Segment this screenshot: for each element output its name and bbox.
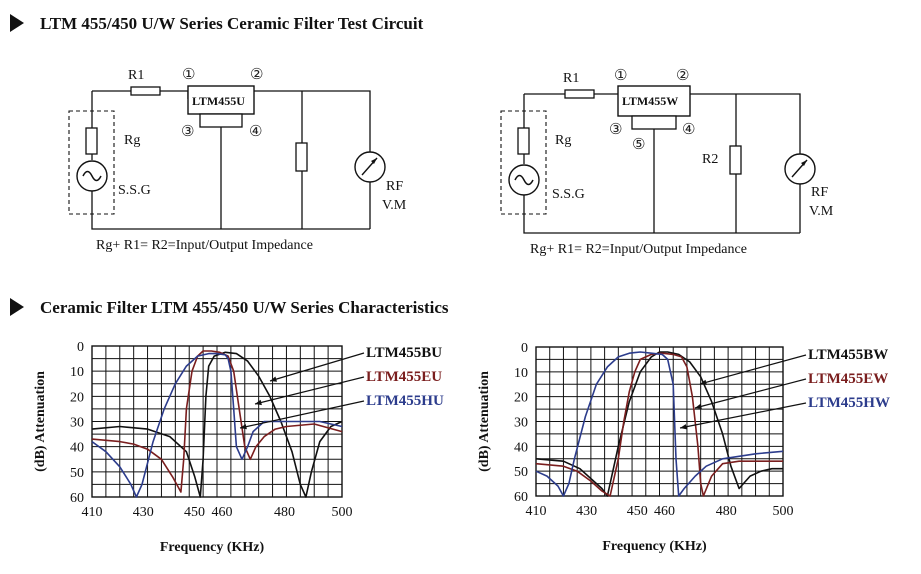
x-tick-label: 460 bbox=[212, 505, 233, 520]
y-tick-label: 20 bbox=[514, 391, 528, 406]
y-tick-label: 40 bbox=[70, 441, 84, 456]
x-axis-label: Frequency (KHz) bbox=[602, 539, 707, 554]
rg-label-w: Rg bbox=[555, 133, 571, 148]
x-tick-label: 410 bbox=[526, 504, 547, 519]
vm-label: V.M bbox=[382, 198, 407, 213]
pin-2-label-w: ② bbox=[676, 66, 689, 84]
pin-1-label: ① bbox=[182, 65, 195, 83]
pin-5-label-w: ⑤ bbox=[632, 135, 645, 153]
r1-label-w: R1 bbox=[563, 71, 579, 86]
annotation-arrow bbox=[699, 354, 807, 385]
y-tick-label: 10 bbox=[514, 366, 528, 381]
rf-label: RF bbox=[386, 179, 403, 194]
r2-resistor-symbol-w bbox=[729, 145, 742, 175]
annotation-arrow bbox=[694, 378, 807, 409]
series-annotation-label: LTM455BW bbox=[808, 347, 888, 363]
series-annotation-label: LTM455HW bbox=[808, 395, 890, 411]
impedance-equation: Rg+ R1= R2=Input/Output Impedance bbox=[96, 238, 313, 253]
pin-3-label: ③ bbox=[181, 122, 194, 140]
y-axis-label: (dB) Attenuation bbox=[33, 371, 48, 472]
x-tick-label: 430 bbox=[133, 505, 154, 520]
ltm455w-filter-box bbox=[617, 85, 691, 117]
series-annotation-label: LTM455BU bbox=[366, 345, 442, 361]
rg-resistor-symbol bbox=[85, 127, 98, 155]
x-tick-label: 480 bbox=[716, 504, 737, 519]
pin-2-label: ② bbox=[250, 65, 263, 83]
ssg-label: S.S.G bbox=[118, 183, 151, 198]
section-bullet-icon bbox=[10, 14, 24, 32]
arrowhead-icon bbox=[695, 403, 702, 409]
rf-voltmeter-icon bbox=[354, 151, 386, 183]
y-tick-label: 30 bbox=[70, 416, 84, 431]
y-tick-label: 60 bbox=[514, 490, 528, 505]
ltm455u-filter-box bbox=[187, 85, 255, 115]
y-tick-label: 20 bbox=[70, 390, 84, 405]
pin-3-label-w: ③ bbox=[609, 120, 622, 138]
x-tick-label: 480 bbox=[274, 505, 295, 520]
arrowhead-icon bbox=[680, 424, 687, 430]
section-bullet-icon-2 bbox=[10, 298, 24, 316]
impedance-equation-w: Rg+ R1= R2=Input/Output Impedance bbox=[530, 242, 747, 257]
circuit-u-diagram bbox=[68, 85, 386, 230]
y-tick-label: 60 bbox=[70, 491, 84, 506]
x-tick-label: 460 bbox=[654, 504, 675, 519]
y-axis-label: (dB) Attenuation bbox=[477, 371, 492, 472]
r1-label: R1 bbox=[128, 68, 144, 83]
series-annotation-label: LTM455EU bbox=[366, 369, 442, 385]
series-line-ltm455hw bbox=[535, 351, 784, 497]
plot-frame bbox=[535, 346, 784, 497]
series-line-ltm455ew bbox=[535, 352, 783, 497]
r2-label-w: R2 bbox=[702, 152, 718, 167]
rg-label: Rg bbox=[124, 133, 140, 148]
pin-4-label-w: ④ bbox=[682, 120, 695, 138]
vm-label-w: V.M bbox=[809, 204, 834, 219]
x-tick-label: 500 bbox=[332, 505, 353, 520]
x-axis-label: Frequency (KHz) bbox=[160, 540, 265, 555]
y-tick-label: 0 bbox=[77, 340, 84, 355]
rg-resistor-symbol-w bbox=[517, 127, 530, 155]
x-tick-label: 430 bbox=[576, 504, 597, 519]
annotation-arrow bbox=[679, 402, 807, 429]
filter-label-u: LTM455U bbox=[192, 94, 245, 108]
r2-resistor-symbol bbox=[295, 142, 308, 172]
series-line-ltm455bw bbox=[535, 351, 783, 497]
arrowhead-icon bbox=[700, 379, 707, 385]
circuit-w-diagram bbox=[500, 85, 816, 234]
pin-4-label: ④ bbox=[249, 122, 262, 140]
pin-1-label-w: ① bbox=[614, 66, 627, 84]
r1-resistor-symbol bbox=[130, 86, 161, 96]
series-annotation-label: LTM455EW bbox=[808, 371, 888, 387]
y-tick-label: 50 bbox=[514, 465, 528, 480]
annotation-arrow bbox=[269, 352, 365, 382]
series-annotation-label: LTM455HU bbox=[366, 393, 444, 409]
y-tick-label: 0 bbox=[521, 341, 528, 356]
x-tick-label: 500 bbox=[773, 504, 794, 519]
annotation-arrow bbox=[254, 376, 365, 405]
section-title-characteristics: Ceramic Filter LTM 455/450 U/W Series Ch… bbox=[40, 298, 449, 317]
y-tick-label: 30 bbox=[514, 416, 528, 431]
x-tick-label: 450 bbox=[627, 504, 648, 519]
series-line-ltm455eu bbox=[91, 350, 343, 493]
x-tick-label: 450 bbox=[184, 505, 205, 520]
arrowhead-icon bbox=[240, 424, 247, 430]
ssg-label-w: S.S.G bbox=[552, 187, 585, 202]
arrowhead-icon bbox=[255, 399, 262, 406]
rf-label-w: RF bbox=[811, 185, 828, 200]
r1-resistor-symbol-w bbox=[564, 89, 595, 99]
y-tick-label: 10 bbox=[70, 365, 84, 380]
y-tick-label: 40 bbox=[514, 440, 528, 455]
section-title-test-circuit: LTM 455/450 U/W Series Ceramic Filter Te… bbox=[40, 14, 424, 33]
x-tick-label: 410 bbox=[82, 505, 103, 520]
annotation-arrow bbox=[239, 400, 365, 429]
arrowhead-icon bbox=[270, 376, 277, 382]
y-tick-label: 50 bbox=[70, 466, 84, 481]
filter-label-w: LTM455W bbox=[622, 94, 678, 108]
rf-voltmeter-icon-w bbox=[784, 153, 816, 185]
